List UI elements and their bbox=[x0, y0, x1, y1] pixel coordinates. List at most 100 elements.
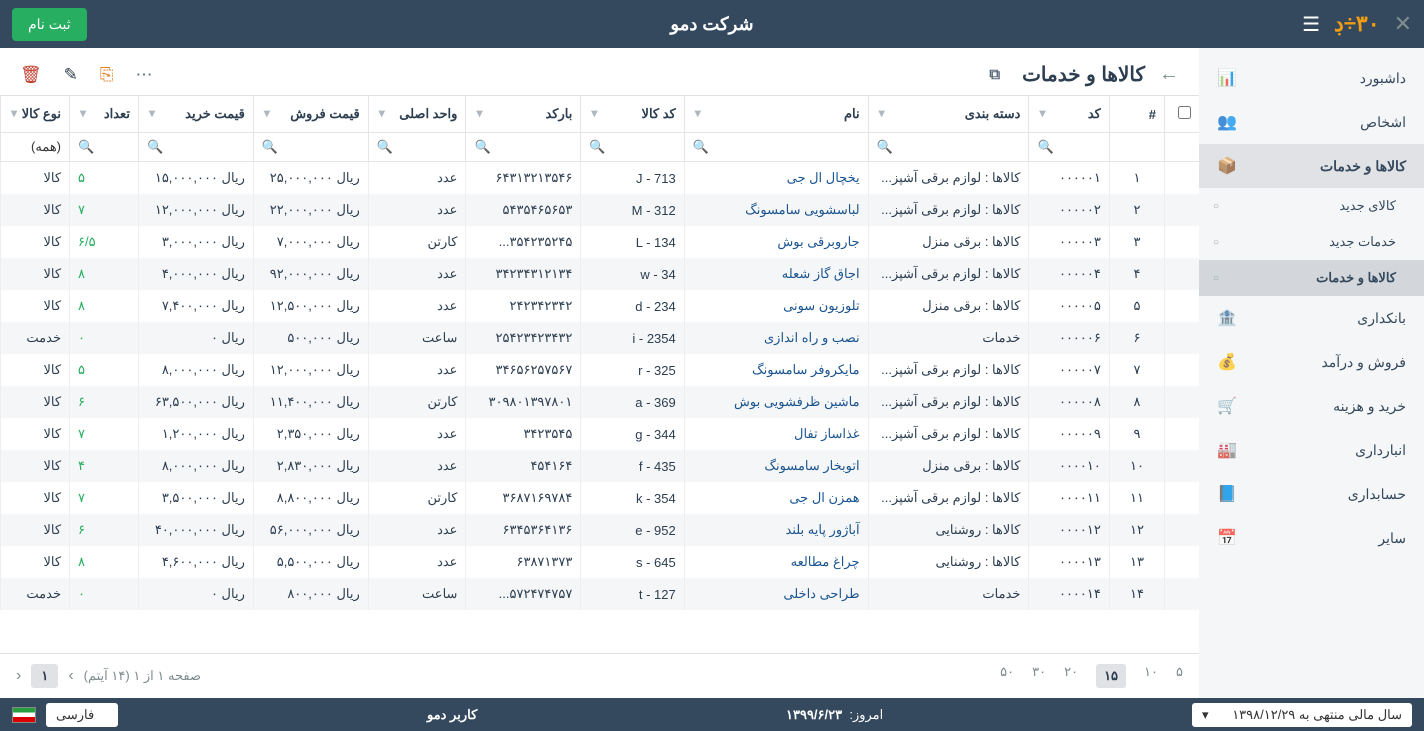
pager-prev[interactable]: › bbox=[68, 667, 73, 685]
search-icon[interactable]: 🔍 bbox=[693, 139, 709, 154]
table-row[interactable]: ۷۰۰۰۰۰۷کالاها : لوازم برقی آشپز...مایکرو… bbox=[1, 354, 1200, 386]
new-item-button[interactable]: ⎘ bbox=[100, 65, 114, 85]
table-row[interactable]: ۱۴۰۰۰۰۱۴خدماتطراحی داخلیt - 127۵۷۲۴۷۴۷۵۷… bbox=[1, 578, 1200, 610]
row-checkbox[interactable] bbox=[1165, 290, 1199, 322]
table-row[interactable]: ۱۰۰۰۰۰۱کالاها : لوازم برقی آشپز...یخچال … bbox=[1, 162, 1200, 195]
table-row[interactable]: ۱۰۰۰۰۰۱۰کالاها : برقی منزلاتوبخار سامسون… bbox=[1, 450, 1200, 482]
filter-icon[interactable]: ▾ bbox=[80, 106, 86, 120]
filter-icon[interactable]: ▾ bbox=[879, 106, 885, 120]
column-header[interactable]: ▾نوع کالا bbox=[1, 96, 70, 133]
filter-icon[interactable]: ▾ bbox=[476, 106, 482, 120]
filter-icon[interactable]: ▾ bbox=[149, 106, 155, 120]
filter-icon[interactable]: ▾ bbox=[11, 106, 17, 120]
sidebar-item[interactable]: کالاها و خدمات📦 bbox=[1199, 144, 1424, 188]
row-name-link[interactable]: تلوزیون سونی bbox=[684, 290, 868, 322]
row-checkbox[interactable] bbox=[1165, 258, 1199, 290]
search-cell[interactable]: 🔍 bbox=[684, 133, 868, 162]
search-cell[interactable]: 🔍 bbox=[70, 133, 139, 162]
sidebar-subitem[interactable]: خدمات جدید○ bbox=[1199, 224, 1424, 260]
row-checkbox[interactable] bbox=[1165, 162, 1199, 195]
row-name-link[interactable]: غذاساز تفال bbox=[684, 418, 868, 450]
table-row[interactable]: ۹۰۰۰۰۰۹کالاها : لوازم برقی آشپز...غذاساز… bbox=[1, 418, 1200, 450]
row-name-link[interactable]: چراغ مطالعه bbox=[684, 546, 868, 578]
close-icon[interactable]: ✕ bbox=[1394, 11, 1412, 37]
row-checkbox[interactable] bbox=[1165, 546, 1199, 578]
table-row[interactable]: ۲۰۰۰۰۰۲کالاها : لوازم برقی آشپز...لباسشو… bbox=[1, 194, 1200, 226]
table-row[interactable]: ۴۰۰۰۰۰۴کالاها : لوازم برقی آشپز...اجاق گ… bbox=[1, 258, 1200, 290]
sidebar-subitem[interactable]: کالاها و خدمات○ bbox=[1199, 260, 1424, 296]
column-header[interactable]: ▾نام bbox=[684, 96, 868, 133]
fiscal-year-select[interactable]: سال مالی منتهی به ۱۳۹۸/۱۲/۲۹▾ bbox=[1192, 703, 1412, 727]
row-name-link[interactable]: همزن ال جی bbox=[684, 482, 868, 514]
filter-icon[interactable]: ▾ bbox=[1039, 106, 1045, 120]
page-size-option[interactable]: ۲۰ bbox=[1064, 664, 1078, 688]
edit-button[interactable]: ✎ bbox=[64, 65, 78, 85]
language-select[interactable]: فارسی bbox=[46, 703, 118, 727]
pager-next[interactable]: ‹ bbox=[16, 667, 21, 685]
table-row[interactable]: ۳۰۰۰۰۰۳کالاها : برقی منزلجاروبرقی بوشL -… bbox=[1, 226, 1200, 258]
column-header[interactable] bbox=[1165, 96, 1199, 133]
sidebar-item[interactable]: اشخاص👥 bbox=[1199, 100, 1424, 144]
search-icon[interactable]: 🔍 bbox=[589, 139, 605, 154]
delete-button[interactable]: 🗑 bbox=[20, 65, 42, 85]
select-all-checkbox[interactable] bbox=[1178, 106, 1191, 119]
column-header[interactable]: ▾کد کالا bbox=[581, 96, 684, 133]
search-cell[interactable]: 🔍 bbox=[466, 133, 581, 162]
sidebar-item[interactable]: حسابداری📘 bbox=[1199, 472, 1424, 516]
pager-page[interactable]: ۱ bbox=[31, 664, 58, 688]
filter-icon[interactable]: ▾ bbox=[264, 106, 270, 120]
row-name-link[interactable]: ماشین ظرفشویی بوش bbox=[684, 386, 868, 418]
search-cell[interactable]: 🔍 bbox=[581, 133, 684, 162]
row-checkbox[interactable] bbox=[1165, 386, 1199, 418]
row-name-link[interactable]: طراحی داخلی bbox=[684, 578, 868, 610]
column-header[interactable]: ▾قیمت خرید bbox=[138, 96, 253, 133]
back-arrow-icon[interactable]: ← bbox=[1159, 63, 1179, 86]
copy-icon[interactable]: ⧉ bbox=[989, 66, 1000, 83]
row-name-link[interactable]: جاروبرقی بوش bbox=[684, 226, 868, 258]
more-icon[interactable]: ⋯ bbox=[135, 65, 152, 85]
table-row[interactable]: ۱۳۰۰۰۰۱۳کالاها : روشناییچراغ مطالعهs - 6… bbox=[1, 546, 1200, 578]
search-cell[interactable]: 🔍 bbox=[368, 133, 466, 162]
sidebar-item[interactable]: داشبورد📊 bbox=[1199, 56, 1424, 100]
search-icon[interactable]: 🔍 bbox=[147, 139, 163, 154]
row-name-link[interactable]: مایکروفر سامسونگ bbox=[684, 354, 868, 386]
row-name-link[interactable]: نصب و راه اندازی bbox=[684, 322, 868, 354]
search-cell[interactable]: (همه) bbox=[1, 133, 70, 162]
sidebar-item[interactable]: سایر📅 bbox=[1199, 516, 1424, 560]
table-row[interactable]: ۱۲۰۰۰۰۱۲کالاها : روشناییآباژور پایه بلند… bbox=[1, 514, 1200, 546]
row-checkbox[interactable] bbox=[1165, 226, 1199, 258]
column-header[interactable]: ▾واحد اصلی bbox=[368, 96, 466, 133]
search-cell[interactable]: 🔍 bbox=[138, 133, 253, 162]
search-icon[interactable]: 🔍 bbox=[262, 139, 278, 154]
column-header[interactable]: ▾تعداد bbox=[70, 96, 139, 133]
sidebar-item[interactable]: فروش و درآمد💰 bbox=[1199, 340, 1424, 384]
column-header[interactable]: # bbox=[1109, 96, 1164, 133]
sidebar-item[interactable]: بانکداری🏦 bbox=[1199, 296, 1424, 340]
row-name-link[interactable]: لباسشویی سامسونگ bbox=[684, 194, 868, 226]
search-icon[interactable]: 🔍 bbox=[1037, 139, 1053, 154]
column-header[interactable]: ▾قیمت فروش bbox=[253, 96, 368, 133]
sidebar-item[interactable]: خرید و هزینه🛒 bbox=[1199, 384, 1424, 428]
column-header[interactable]: ▾بارکد bbox=[466, 96, 581, 133]
table-row[interactable]: ۶۰۰۰۰۰۶خدماتنصب و راه اندازیi - 2354۲۵۴۲… bbox=[1, 322, 1200, 354]
row-checkbox[interactable] bbox=[1165, 194, 1199, 226]
filter-icon[interactable]: ▾ bbox=[591, 106, 597, 120]
column-header[interactable]: ▾دسته بندی bbox=[868, 96, 1029, 133]
filter-icon[interactable]: ▾ bbox=[695, 106, 701, 120]
page-size-option[interactable]: ۱۵ bbox=[1096, 664, 1126, 688]
page-size-option[interactable]: ۵۰ bbox=[1000, 664, 1014, 688]
search-icon[interactable]: 🔍 bbox=[877, 139, 893, 154]
search-cell[interactable]: 🔍 bbox=[1029, 133, 1109, 162]
row-name-link[interactable]: اجاق گاز شعله bbox=[684, 258, 868, 290]
page-size-option[interactable]: ۵ bbox=[1176, 664, 1183, 688]
search-cell[interactable]: 🔍 bbox=[253, 133, 368, 162]
row-checkbox[interactable] bbox=[1165, 514, 1199, 546]
signup-button[interactable]: ثبت نام bbox=[12, 8, 87, 41]
row-name-link[interactable]: اتوبخار سامسونگ bbox=[684, 450, 868, 482]
table-row[interactable]: ۵۰۰۰۰۰۵کالاها : برقی منزلتلوزیون سونیd -… bbox=[1, 290, 1200, 322]
search-cell[interactable]: 🔍 bbox=[868, 133, 1029, 162]
search-icon[interactable]: 🔍 bbox=[377, 139, 393, 154]
search-icon[interactable]: 🔍 bbox=[474, 139, 490, 154]
page-size-option[interactable]: ۳۰ bbox=[1032, 664, 1046, 688]
hamburger-icon[interactable]: ☰ bbox=[1302, 12, 1320, 37]
